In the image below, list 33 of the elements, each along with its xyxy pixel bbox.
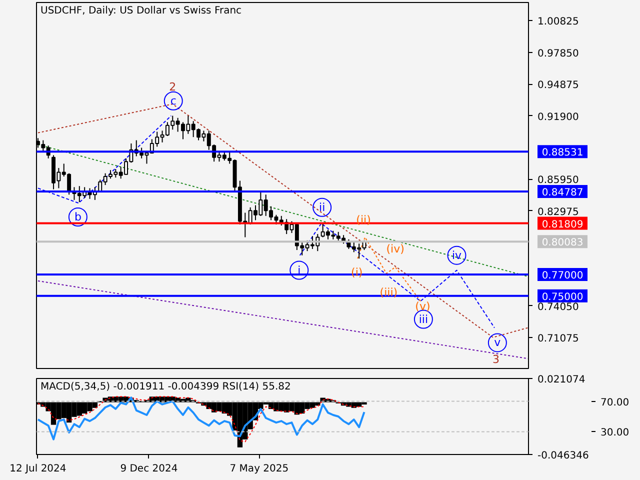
annotation: b [74,210,82,224]
x-tick-label: 7 May 2025 [230,464,289,474]
y-tick-label: 0.85950 [538,175,579,186]
y-tick-label: 0.71075 [538,334,579,345]
annotation: c [170,94,176,108]
annotation: (v) [415,300,430,313]
ref-line-label: 0.77000 [542,270,584,282]
x-tick-label: 9 Dec 2024 [120,464,178,474]
annotation: 2 [169,80,176,94]
y2-tick-label: 70.00 [600,397,630,408]
annotation: (iv) [386,242,404,256]
y-tick-label: 0.82975 [538,206,579,218]
annotation: iv [452,248,462,262]
annotation: 3 [492,353,500,366]
y-tick-label: 0.74050 [538,302,579,313]
x-tick-label: 12 Jul 2024 [10,464,66,474]
annotation: ii [319,200,326,214]
y-tick-label: 0.021074 [538,374,586,386]
annotation: v [494,336,502,350]
y-tick-label: -0.046346 [538,450,589,462]
y-tick-label: 0.97850 [538,48,579,60]
ref-line-label: 0.81809 [542,219,584,230]
chart-title: USDCHF, Daily: US Dollar vs Swiss Franc [40,6,242,16]
annotation: iii [418,312,428,326]
ref-line-label: 0.75000 [542,292,584,303]
ref-line-label: 0.80083 [542,238,584,249]
ref-line-label: 0.88531 [542,148,584,159]
y-tick-label: 0.94875 [538,80,579,92]
chart-title: MACD(5,34,5) -0.001911 -0.004399 RSI(14) 55.82 [40,382,291,392]
y-tick-label: 0.91900 [538,112,579,123]
ref-line-label: 0.84787 [542,188,584,199]
y-tick-label: 1.00825 [538,16,579,28]
y2-tick-label: 30.00 [600,428,630,439]
